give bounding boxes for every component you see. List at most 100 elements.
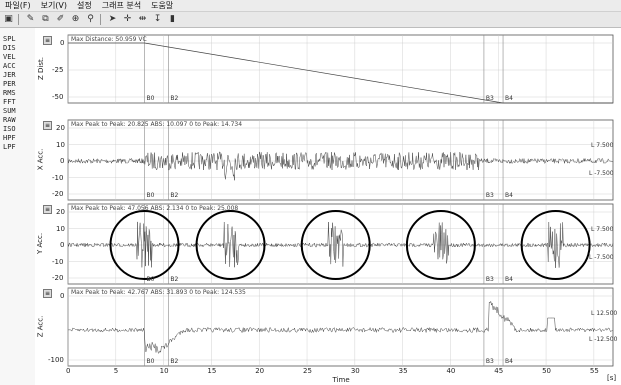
- marker-label: B3: [485, 95, 494, 102]
- highlight-circle: [195, 210, 266, 280]
- cross-icon[interactable]: ✛: [123, 14, 132, 24]
- sidebar-item-hpf[interactable]: HPF: [3, 134, 16, 142]
- acceleration-trace: [67, 151, 614, 181]
- limit-lower-label: L -7.500: [589, 253, 614, 261]
- x-axis-unit: [s]: [607, 374, 617, 382]
- limit-upper-label: L 7.500: [591, 226, 614, 234]
- y-tick-label: -25: [52, 66, 64, 74]
- panel-header: Max Distance: 50.959 VC: [71, 36, 147, 43]
- marker-label: B4: [505, 192, 513, 199]
- split-icon[interactable]: ⇹: [138, 14, 147, 24]
- x-tick-label: 50: [542, 367, 551, 375]
- limit-upper-label: L 7.500: [591, 142, 614, 150]
- marker-label: B2: [170, 95, 179, 102]
- y-tick-label: -100: [48, 356, 64, 364]
- limit-lower-label: L -12.500: [589, 336, 618, 344]
- menu-item-1[interactable]: 보기(V): [40, 1, 68, 10]
- y-tick-label: -10: [52, 173, 64, 182]
- highlight-circle: [300, 210, 371, 280]
- marker-label: B2: [170, 192, 179, 199]
- toolbar-separator: [100, 14, 101, 25]
- y-axis-label: Z Acc.: [36, 315, 45, 338]
- pencil-icon[interactable]: ✐: [56, 14, 65, 24]
- sidebar-item-spl[interactable]: SPL: [3, 35, 16, 43]
- panel-header: Max Peak to Peak: 42.767 ABS: 31.893 0 t…: [71, 289, 246, 296]
- panel-menu-button[interactable]: ≡: [43, 205, 52, 214]
- y-tick-label: -20: [52, 274, 64, 282]
- sidebar-item-sum[interactable]: SUM: [3, 107, 16, 115]
- sidebar-item-iso[interactable]: ISO: [3, 125, 16, 133]
- menu-item-2[interactable]: 설정: [77, 1, 92, 10]
- panel-menu-button[interactable]: ≡: [43, 121, 52, 130]
- y-tick-label: 0: [60, 292, 65, 300]
- x-tick-label: 10: [159, 367, 169, 375]
- sidebar-item-lpf[interactable]: LPF: [3, 143, 16, 151]
- marker-label: B2: [170, 276, 179, 283]
- zoom-icon[interactable]: ⊕: [71, 14, 80, 24]
- cursor-icon[interactable]: ➤: [108, 14, 117, 24]
- highlight-circle: [405, 210, 476, 280]
- x-tick-label: 5: [113, 367, 119, 375]
- highlight-circle: [520, 210, 591, 280]
- x-axis-label: Time: [332, 376, 350, 384]
- x-tick-label: 0: [66, 367, 71, 375]
- menu-bar: 파일(F) 보기(V) 설정 그래프 분석 도움말: [0, 0, 621, 12]
- marker-label: B3: [485, 192, 494, 199]
- sidebar-item-per[interactable]: PER: [3, 80, 16, 88]
- z-acceleration-trace: [67, 300, 614, 354]
- plot-area: 0 -25 -50 B0 B2 B3 B4 ≡ Max Distance: 50.959 VC Z…: [35, 28, 621, 385]
- copy-icon[interactable]: ⧉: [42, 14, 49, 24]
- panel-frame-0: [67, 34, 614, 104]
- y-tick-label: 0: [60, 39, 65, 47]
- marker-label: B0: [146, 358, 155, 365]
- marker-label: B2: [170, 358, 179, 365]
- sidebar-item-acc[interactable]: ACC: [3, 62, 16, 70]
- x-tick-label: 30: [350, 367, 360, 375]
- x-tick-label: 55: [589, 367, 599, 375]
- menu-item-4[interactable]: 도움말: [151, 1, 174, 10]
- panel-header: Max Peak to Peak: 20.825 ABS: 10.097 0 t…: [71, 121, 243, 128]
- distance-trace: [68, 42, 613, 104]
- sidebar: SPL DIS VEL ACC JER PER RMS FFT SUM RAW ISO HPF LPF: [0, 28, 36, 385]
- panel-frame-3: [67, 287, 614, 367]
- x-tick-label: 40: [446, 367, 456, 375]
- marker-label: B4: [505, 95, 513, 102]
- sidebar-item-jer[interactable]: JER: [3, 71, 16, 79]
- search-icon[interactable]: ⚲: [87, 14, 94, 24]
- brush-icon[interactable]: ✎: [26, 14, 35, 24]
- y-tick-label: -20: [52, 190, 64, 198]
- sidebar-item-dis[interactable]: DIS: [3, 44, 16, 52]
- y-tick-label: -10: [52, 257, 64, 266]
- x-tick-label: 20: [255, 367, 265, 375]
- limit-upper-label: L 12.500: [591, 309, 618, 317]
- marker-label: B3: [485, 276, 494, 283]
- menu-item-3[interactable]: 그래프 분석: [101, 1, 142, 10]
- x-tick-label: 25: [303, 367, 312, 375]
- pause-icon[interactable]: ▮: [170, 14, 175, 24]
- y-tick-label: 20: [56, 208, 65, 216]
- y-axis-label: X Acc.: [36, 148, 45, 171]
- marker-label: B4: [505, 358, 513, 365]
- toolbar: ▣ ✎ ⧉ ✐ ⊕ ⚲ ➤ ✛ ⇹ ↧ ▮: [0, 12, 621, 28]
- panel-menu-button[interactable]: ≡: [43, 36, 52, 45]
- panel-menu-button[interactable]: ≡: [43, 289, 52, 298]
- marker-label: B0: [146, 192, 155, 199]
- sidebar-item-fft[interactable]: FFT: [3, 98, 16, 106]
- y-axis-label: Y Acc.: [36, 232, 45, 255]
- x-tick-label: 45: [494, 367, 504, 375]
- sidebar-item-vel[interactable]: VEL: [3, 53, 16, 61]
- y-tick-label: -50: [52, 93, 64, 101]
- toolbar-separator: [18, 14, 19, 25]
- y-tick-label: 20: [56, 124, 65, 132]
- y-tick-label: 0: [60, 157, 65, 165]
- limit-lower-label: L -7.500: [589, 169, 614, 177]
- marker-icon[interactable]: ↧: [153, 14, 162, 24]
- sidebar-item-rms[interactable]: RMS: [3, 89, 16, 97]
- plots-svg: [67, 34, 614, 367]
- menu-item-0[interactable]: 파일(F): [5, 1, 31, 10]
- y-tick-label: 0: [60, 241, 65, 249]
- sidebar-item-raw[interactable]: RAW: [3, 116, 16, 124]
- marker-label: B4: [505, 276, 513, 283]
- open-icon[interactable]: ▣: [4, 14, 13, 24]
- x-tick-label: 15: [207, 367, 217, 375]
